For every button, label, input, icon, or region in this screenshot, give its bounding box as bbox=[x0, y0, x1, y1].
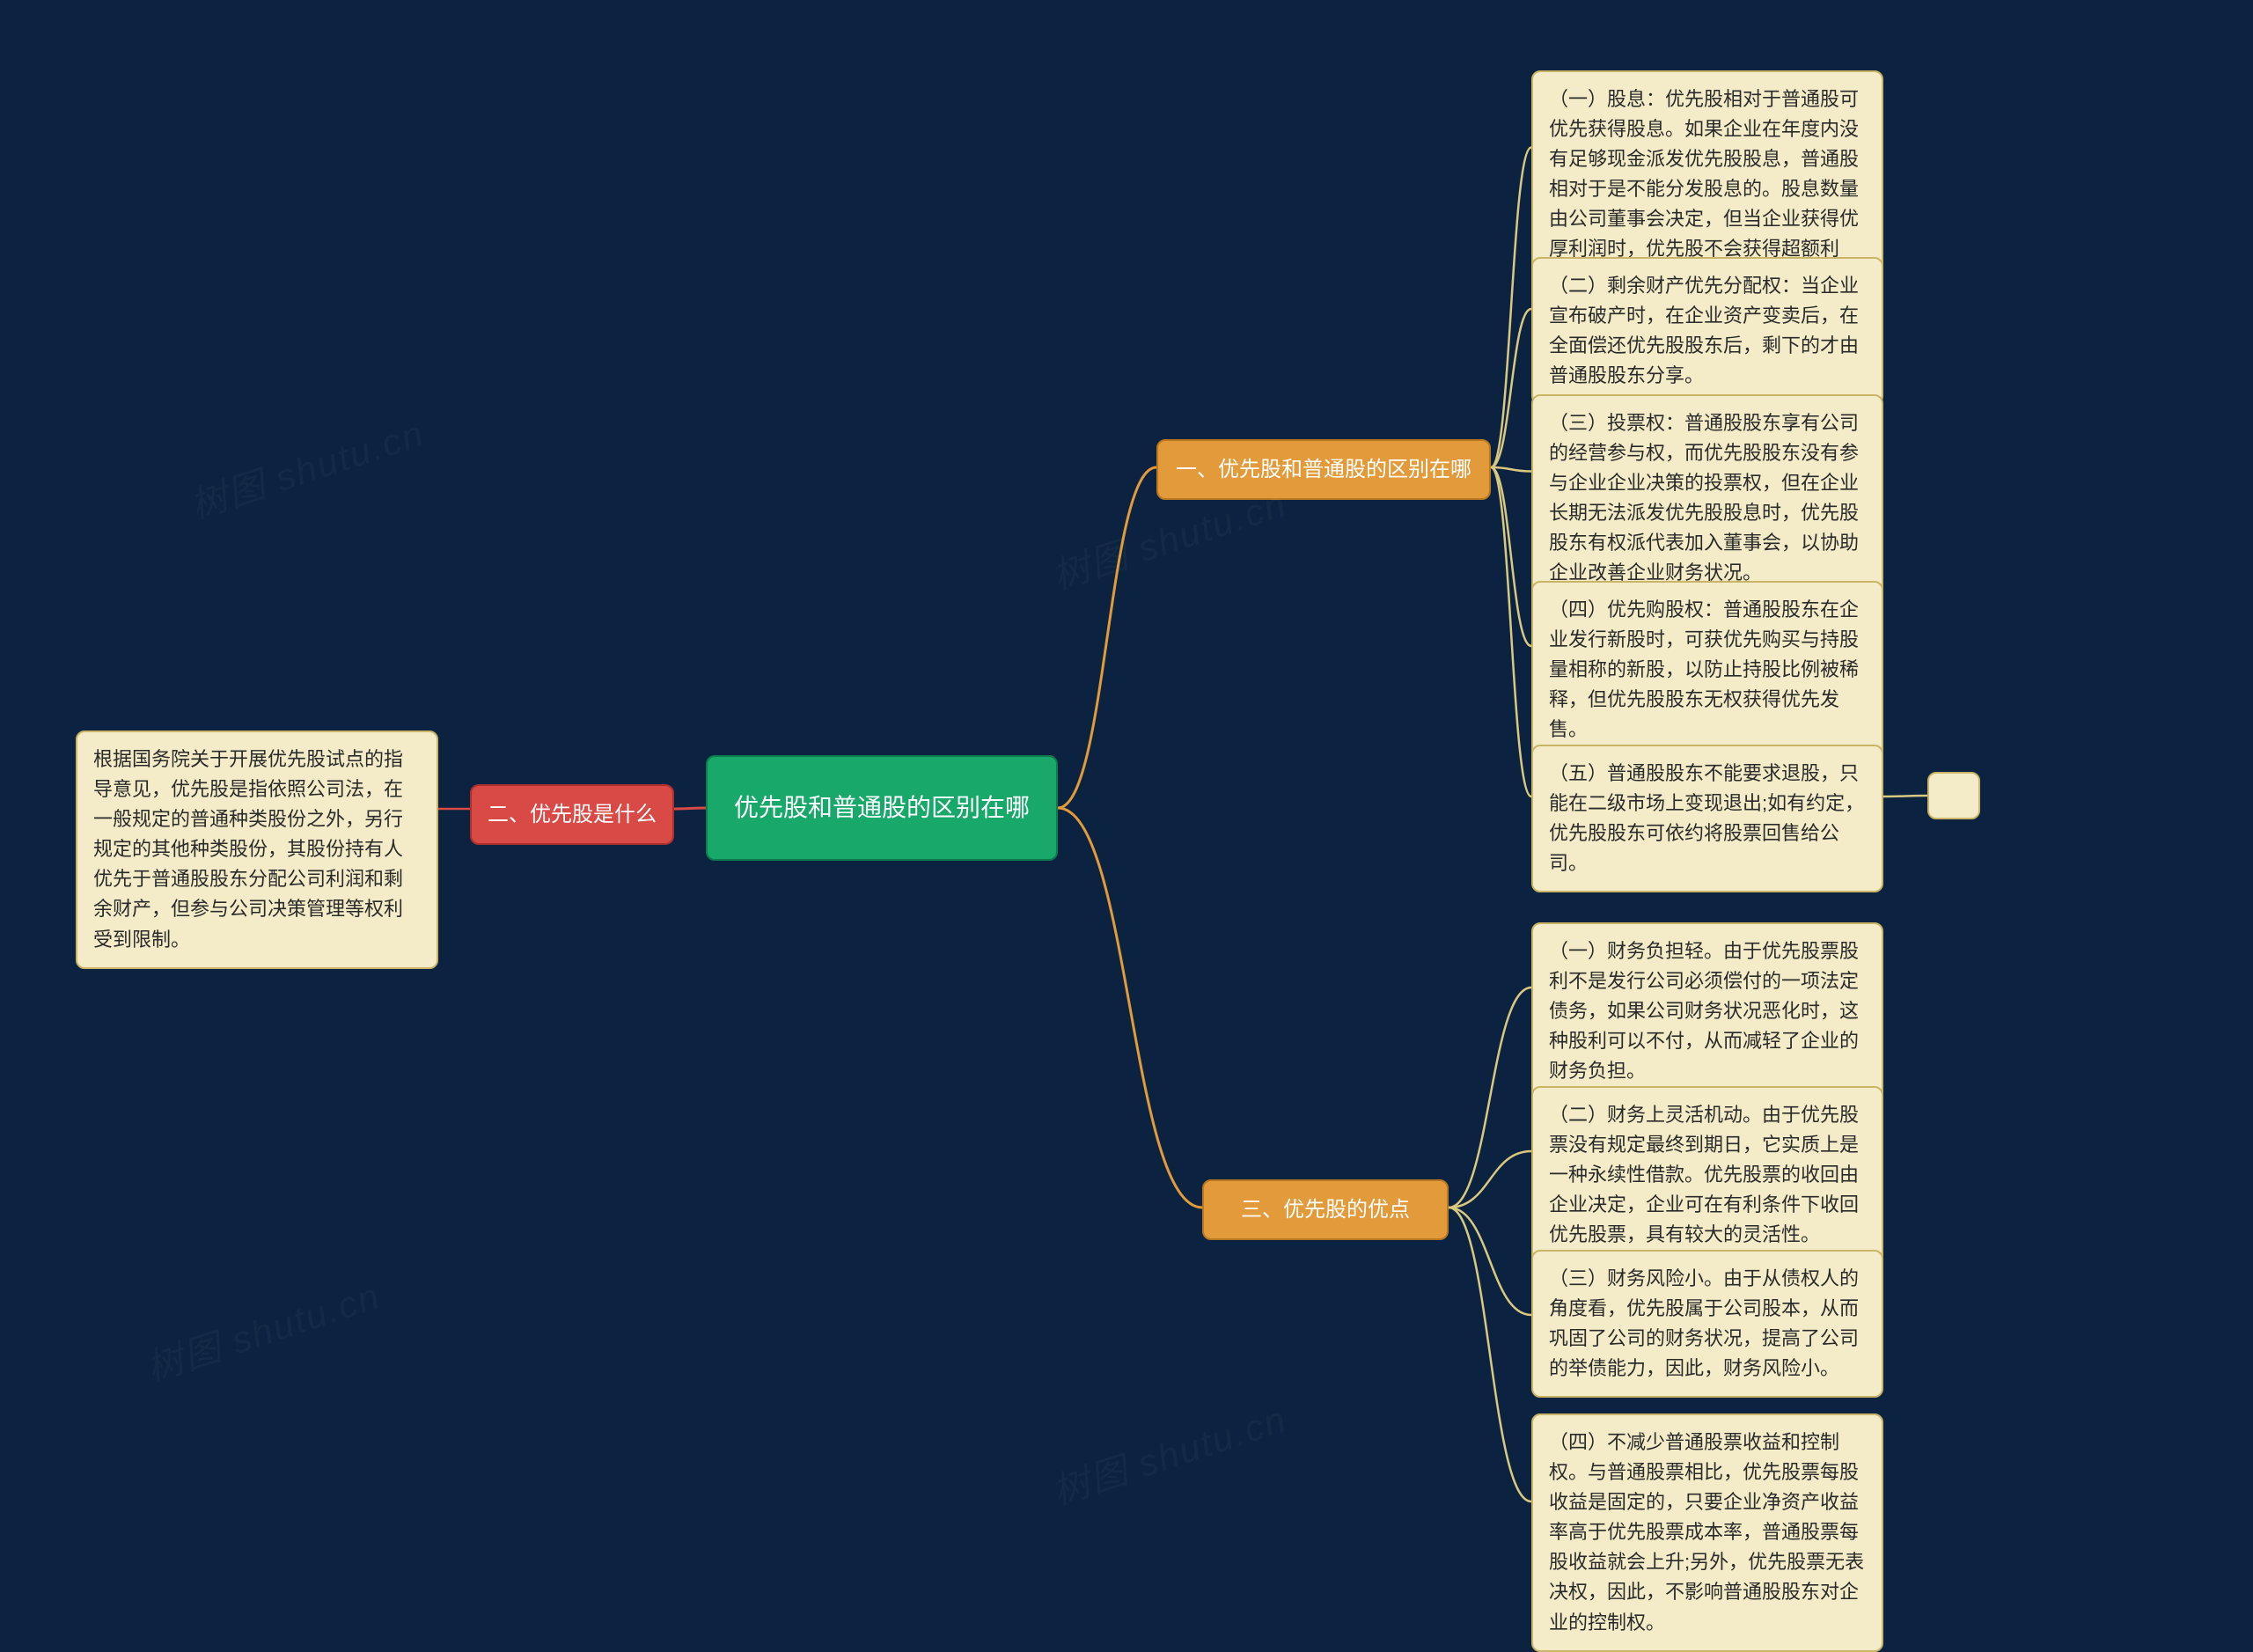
watermark: 树图 shutu.cn bbox=[138, 1267, 386, 1392]
branch-1-label: 一、优先股和普通股的区别在哪 bbox=[1176, 453, 1471, 486]
watermark: 树图 shutu.cn bbox=[182, 404, 430, 530]
branch-3-leaf-2: （二）财务上灵活机动。由于优先股票没有规定最终到期日，它实质上是一种永续性借款。… bbox=[1531, 1086, 1883, 1264]
leaf-text: （二）剩余财产优先分配权：当企业宣布破产时，在企业资产变卖后，在全面偿还优先股股… bbox=[1549, 275, 1859, 386]
branch-1-leaf-5-extra bbox=[1927, 772, 1980, 819]
leaf-text: （一）财务负担轻。由于优先股票股利不是发行公司必须偿付的一项法定债务，如果公司财… bbox=[1549, 940, 1859, 1082]
center-node: 优先股和普通股的区别在哪 bbox=[706, 755, 1058, 861]
branch-1: 一、优先股和普通股的区别在哪 bbox=[1156, 439, 1491, 500]
branch-3-leaf-3: （三）财务风险小。由于从债权人的角度看，优先股属于公司股本，从而巩固了公司的财务… bbox=[1531, 1250, 1883, 1398]
branch-1-leaf-5: （五）普通股股东不能要求退股，只能在二级市场上变现退出;如有约定，优先股股东可依… bbox=[1531, 745, 1883, 892]
branch-1-leaf-2: （二）剩余财产优先分配权：当企业宣布破产时，在企业资产变卖后，在全面偿还优先股股… bbox=[1531, 257, 1883, 405]
branch-1-leaf-3: （三）投票权：普通股股东享有公司的经营参与权，而优先股股东没有参与企业企业决策的… bbox=[1531, 394, 1883, 603]
leaf-text: （三）投票权：普通股股东享有公司的经营参与权，而优先股股东没有参与企业企业决策的… bbox=[1549, 412, 1859, 584]
branch-3-leaf-4: （四）不减少普通股票收益和控制权。与普通股票相比，优先股票每股收益是固定的，只要… bbox=[1531, 1413, 1883, 1652]
center-title: 优先股和普通股的区别在哪 bbox=[734, 789, 1030, 826]
branch-1-leaf-4: （四）优先购股权：普通股股东在企业发行新股时，可获优先购买与持股量相称的新股，以… bbox=[1531, 581, 1883, 759]
branch-2-leaf-text: 根据国务院关于开展优先股试点的指导意见，优先股是指依照公司法，在一般规定的普通种… bbox=[93, 748, 403, 951]
branch-2-leaf: 根据国务院关于开展优先股试点的指导意见，优先股是指依照公司法，在一般规定的普通种… bbox=[76, 731, 438, 969]
leaf-text: （三）财务风险小。由于从债权人的角度看，优先股属于公司股本，从而巩固了公司的财务… bbox=[1549, 1267, 1859, 1379]
leaf-text: （五）普通股股东不能要求退股，只能在二级市场上变现退出;如有约定，优先股股东可依… bbox=[1549, 762, 1864, 874]
branch-2: 二、优先股是什么 bbox=[470, 784, 674, 845]
leaf-text: （四）不减少普通股票收益和控制权。与普通股票相比，优先股票每股收益是固定的，只要… bbox=[1549, 1431, 1864, 1634]
branch-3: 三、优先股的优点 bbox=[1202, 1179, 1449, 1240]
branch-3-leaf-1: （一）财务负担轻。由于优先股票股利不是发行公司必须偿付的一项法定债务，如果公司财… bbox=[1531, 922, 1883, 1100]
branch-2-label: 二、优先股是什么 bbox=[488, 798, 657, 831]
leaf-text: （二）财务上灵活机动。由于优先股票没有规定最终到期日，它实质上是一种永续性借款。… bbox=[1549, 1104, 1859, 1245]
branch-3-label: 三、优先股的优点 bbox=[1241, 1193, 1410, 1226]
watermark: 树图 shutu.cn bbox=[1045, 1390, 1293, 1516]
leaf-text: （四）优先购股权：普通股股东在企业发行新股时，可获优先购买与持股量相称的新股，以… bbox=[1549, 598, 1859, 740]
